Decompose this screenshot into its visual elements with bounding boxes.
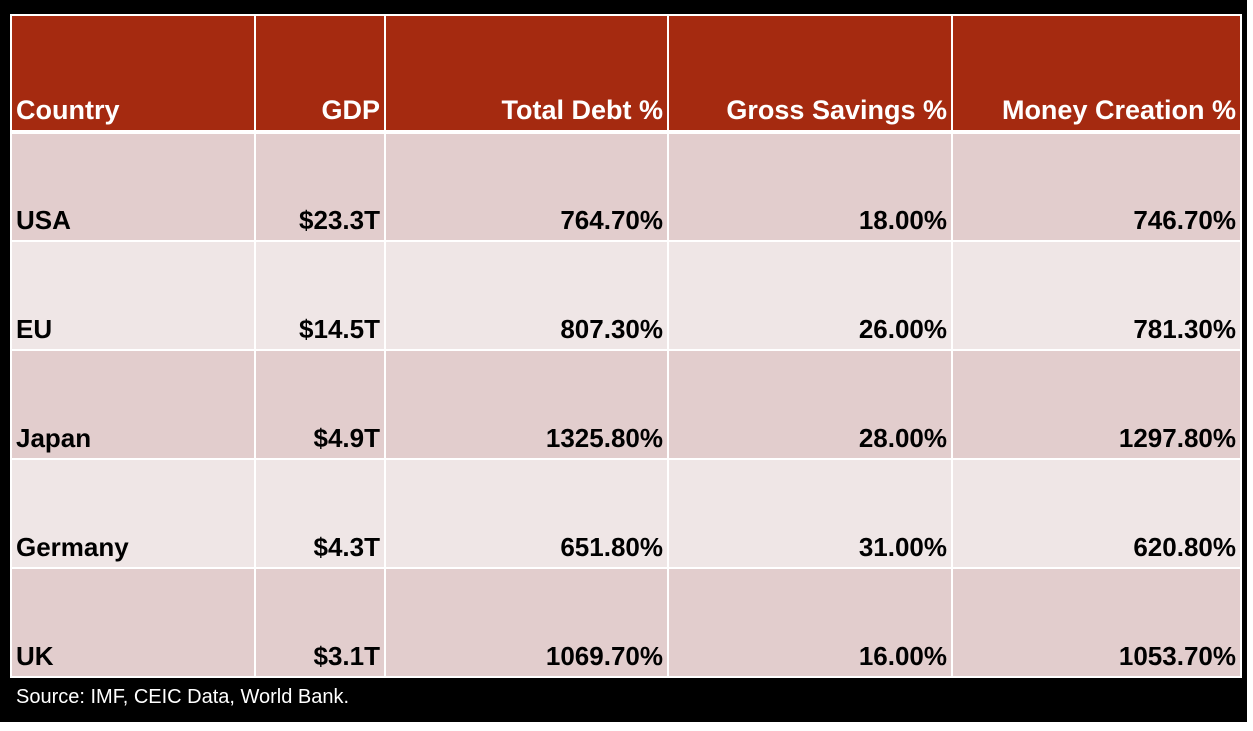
table-cell: 1053.70% bbox=[951, 567, 1242, 678]
table-cell: 31.00% bbox=[667, 458, 953, 569]
table-cell: 1325.80% bbox=[384, 349, 669, 460]
column-header: Money Creation % bbox=[951, 14, 1242, 133]
table-cell: 1297.80% bbox=[951, 349, 1242, 460]
table-cell: $4.9T bbox=[254, 349, 386, 460]
column-header: Country bbox=[10, 14, 256, 133]
table-row: USA $23.3T 764.70% 18.00% 746.70% bbox=[10, 131, 1242, 242]
table-cell: 16.00% bbox=[667, 567, 953, 678]
source-note: Source: IMF, CEIC Data, World Bank. bbox=[16, 686, 350, 708]
table-cell: 18.00% bbox=[667, 131, 953, 242]
table-cell: 28.00% bbox=[667, 349, 953, 460]
table-row: EU $14.5T 807.30% 26.00% 781.30% bbox=[10, 240, 1242, 351]
table-cell: Germany bbox=[10, 458, 256, 569]
table-cell: 620.80% bbox=[951, 458, 1242, 569]
table-cell: $23.3T bbox=[254, 131, 386, 242]
table-cell: 781.30% bbox=[951, 240, 1242, 351]
table-cell: $4.3T bbox=[254, 458, 386, 569]
table-cell: 651.80% bbox=[384, 458, 669, 569]
data-table: Country GDP Total Debt % Gross Savings % Mon… bbox=[10, 14, 1242, 678]
table-cell: 26.00% bbox=[667, 240, 953, 351]
column-header: Total Debt % bbox=[384, 14, 669, 133]
table-row: Japan $4.9T 1325.80% 28.00% 1297.80% bbox=[10, 349, 1242, 460]
table-cell: 807.30% bbox=[384, 240, 669, 351]
table-cell: Japan bbox=[10, 349, 256, 460]
column-header: GDP bbox=[254, 14, 386, 133]
table-cell: 764.70% bbox=[384, 131, 669, 242]
data-table-container: Country GDP Total Debt % Gross Savings % Mon… bbox=[10, 14, 1242, 678]
table-cell: 1069.70% bbox=[384, 567, 669, 678]
table-cell: USA bbox=[10, 131, 256, 242]
table-cell: UK bbox=[10, 567, 256, 678]
header-row: Country GDP Total Debt % Gross Savings % Mon… bbox=[10, 14, 1242, 133]
table-body: USA $23.3T 764.70% 18.00% 746.70% EU $14.5T 807… bbox=[10, 131, 1242, 678]
table-cell: $3.1T bbox=[254, 567, 386, 678]
table-cell: 746.70% bbox=[951, 131, 1242, 242]
table-row: Germany $4.3T 651.80% 31.00% 620.80% bbox=[10, 458, 1242, 569]
table-cell: $14.5T bbox=[254, 240, 386, 351]
column-header: Gross Savings % bbox=[667, 14, 953, 133]
table-cell: EU bbox=[10, 240, 256, 351]
table-row: UK $3.1T 1069.70% 16.00% 1053.70% bbox=[10, 567, 1242, 678]
